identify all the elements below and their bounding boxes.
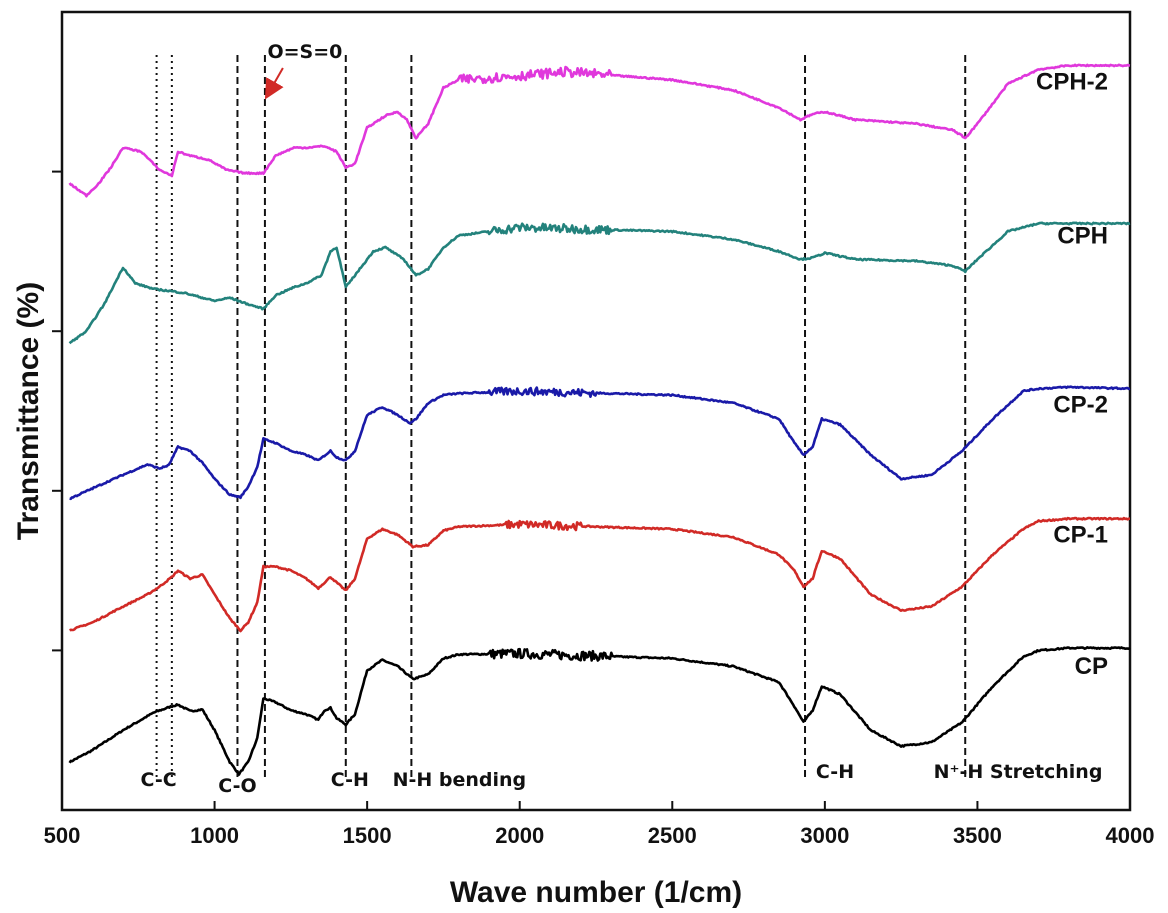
series-line-cp [68, 646, 1131, 776]
annotation-label: C-H [816, 761, 854, 783]
x-tick-label: 2000 [495, 823, 544, 848]
x-tick-label: 3000 [800, 823, 849, 848]
series-label-cph: CPH [1057, 222, 1108, 249]
annotation-label: N⁺-H Stretching [934, 761, 1103, 783]
plot-frame [60, 10, 1132, 812]
series-line-cph [68, 221, 1131, 345]
y-axis-title: Transmittance (%) [12, 282, 45, 540]
x-axis-title: Wave number (1/cm) [450, 876, 742, 909]
x-tick-label: 500 [44, 823, 81, 848]
x-tick-label: 3500 [953, 823, 1002, 848]
y-ticks [52, 170, 62, 652]
x-tick-label: 4000 [1106, 823, 1155, 848]
series-line-cph-2 [68, 63, 1131, 198]
series-group [68, 63, 1131, 776]
x-ticks: 500 1000 1500 2000 2500 3000 3500 4000 [44, 801, 1155, 848]
x-tick-label: 1500 [343, 823, 392, 848]
annotation-label: C-O [218, 775, 256, 797]
annotation-label: N-H bending [393, 769, 527, 791]
series-label-cp-1: CP-1 [1053, 522, 1108, 549]
annotations: C-C C-O O=S=0 C-H N-H bending C-H N⁺-H Stretch… [140, 41, 1102, 797]
annotation-label: O=S=0 [267, 41, 342, 63]
series-line-cp-2 [69, 385, 1131, 501]
series-label-cph-2: CPH-2 [1036, 68, 1108, 95]
series-label-cp-2: CP-2 [1053, 392, 1108, 419]
series-labels: CP CP-1 CP-2 CPH CPH-2 [1036, 68, 1108, 680]
x-tick-label: 2500 [648, 823, 697, 848]
annotation-label: C-C [140, 769, 176, 791]
annotation-arrow [264, 67, 284, 100]
series-label-cp: CP [1075, 653, 1108, 680]
annotation-label: C-H [331, 769, 369, 791]
x-tick-label: 1000 [190, 823, 239, 848]
series-line-cp-1 [69, 516, 1131, 633]
